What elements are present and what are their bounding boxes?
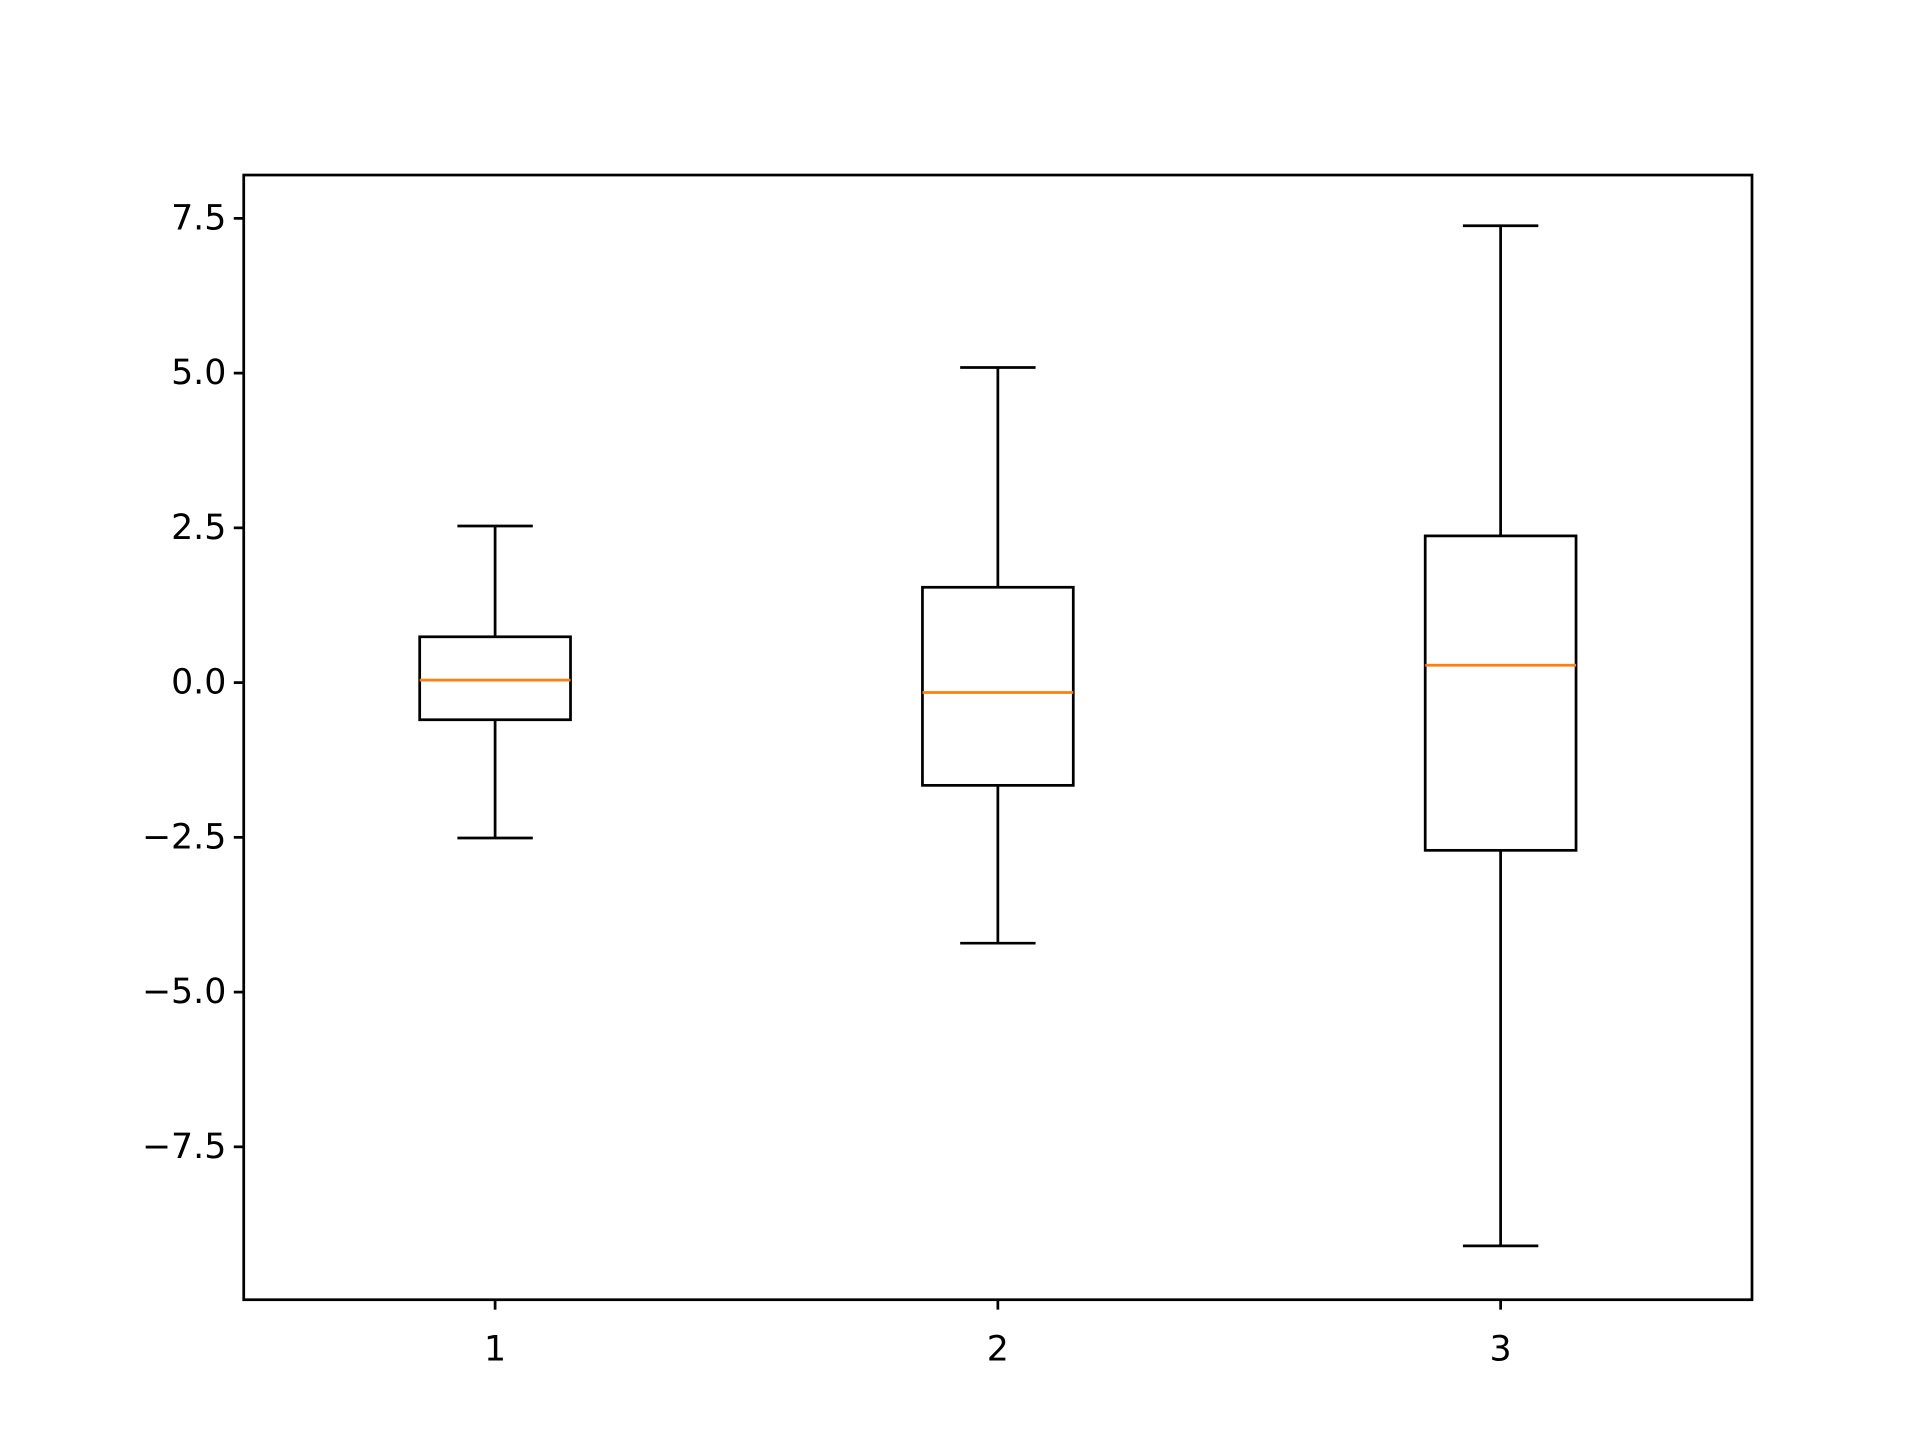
box <box>1423 534 1578 852</box>
y-tick-label: 5.0 <box>171 353 226 393</box>
x-tick-label: 2 <box>987 1329 1009 1369</box>
x-tick-label: 3 <box>1490 1329 1512 1369</box>
box <box>418 635 572 722</box>
y-tick-label: −7.5 <box>142 1127 226 1167</box>
box <box>921 585 1075 787</box>
y-tick-label: 2.5 <box>171 508 226 548</box>
x-tick-label: 1 <box>484 1329 506 1369</box>
y-tick-label: −5.0 <box>142 972 226 1012</box>
plot-frame <box>242 173 1754 1302</box>
y-tick-label: 7.5 <box>171 198 226 238</box>
y-tick-label: 0.0 <box>171 663 226 703</box>
y-tick-label: −2.5 <box>142 817 226 857</box>
